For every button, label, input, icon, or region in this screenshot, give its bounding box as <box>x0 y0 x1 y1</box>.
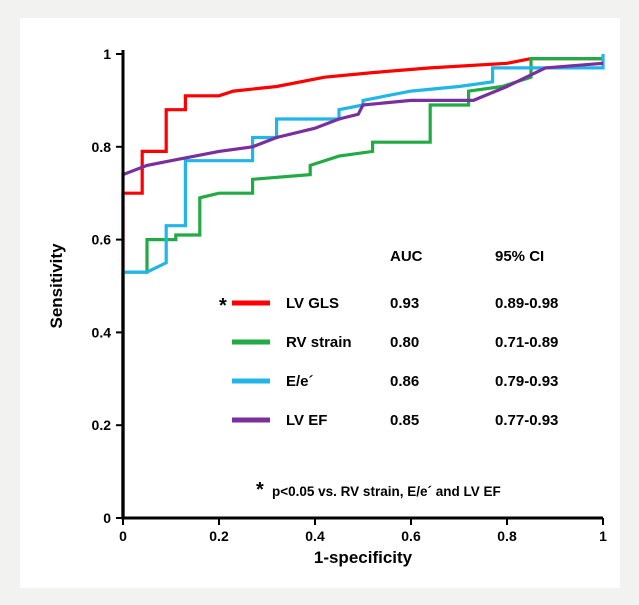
chart-frame: 0 0.2 0.4 0.6 0.8 1 0 0.2 0.4 0.6 0.8 1 1-specificit… <box>20 18 620 588</box>
legend-ci-1: 0.71-0.89 <box>495 334 558 351</box>
legend-ci-2: 0.79-0.93 <box>495 373 558 390</box>
legend-marker-0: * <box>219 295 227 317</box>
series-line-1 <box>121 56 603 518</box>
legend-auc-2: 0.86 <box>390 373 419 390</box>
legend-name-3: LV EF <box>286 412 327 429</box>
legend-name-0: LV GLS <box>286 295 339 312</box>
y-tick-label-3: 0.6 <box>92 232 112 248</box>
legend: AUC 95% CI * LV GLS 0.93 0.89-0.98 RV strain 0.… <box>219 248 558 429</box>
y-tick-label-4: 0.8 <box>92 139 112 155</box>
legend-ci-0: 0.89-0.98 <box>495 295 558 312</box>
x-tick-label-4: 0.8 <box>497 528 517 544</box>
legend-name-2: E/e´ <box>286 373 314 390</box>
legend-auc-1: 0.80 <box>390 334 419 351</box>
roc-chart: 0 0.2 0.4 0.6 0.8 1 0 0.2 0.4 0.6 0.8 1 1-specificit… <box>47 46 607 567</box>
legend-auc-3: 0.85 <box>390 412 419 429</box>
legend-header-ci: 95% CI <box>495 248 544 265</box>
y-tick-label-0: 0 <box>103 510 111 526</box>
series-line-0 <box>121 56 603 518</box>
series-line-2 <box>121 54 605 518</box>
y-tick-label-5: 1 <box>103 46 111 62</box>
y-tick-label-2: 0.4 <box>92 324 112 340</box>
x-axis-title: 1-specificity <box>314 548 413 567</box>
y-axis-title: Sensitivity <box>47 243 66 329</box>
annotation-star: * <box>256 479 264 501</box>
x-tick-label-1: 0.2 <box>209 528 229 544</box>
x-tick-label-3: 0.6 <box>401 528 421 544</box>
legend-auc-0: 0.93 <box>390 295 419 312</box>
x-tick-label-0: 0 <box>119 528 127 544</box>
annotation: * p<0.05 vs. RV strain, E/e´ and LV EF <box>256 479 501 501</box>
legend-name-1: RV strain <box>286 334 352 351</box>
axes-layer: 0 0.2 0.4 0.6 0.8 1 0 0.2 0.4 0.6 0.8 1 1-specificit… <box>47 46 607 567</box>
series-line-3 <box>121 61 604 518</box>
annotation-text: p<0.05 vs. RV strain, E/e´ and LV EF <box>272 484 501 499</box>
legend-ci-3: 0.77-0.93 <box>495 412 558 429</box>
x-tick-label-2: 0.4 <box>305 528 325 544</box>
series-layer <box>121 54 605 518</box>
legend-header-auc: AUC <box>390 248 423 265</box>
y-tick-label-1: 0.2 <box>92 417 112 433</box>
x-tick-label-5: 1 <box>599 528 607 544</box>
